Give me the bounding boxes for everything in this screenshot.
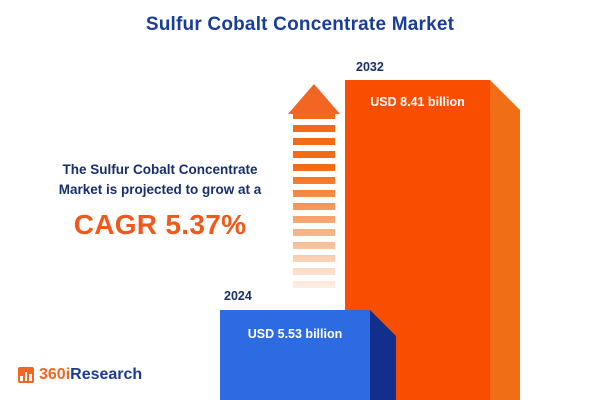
growth-description-line2: Market is projected to grow at a	[58, 181, 262, 197]
growth-description: The Sulfur Cobalt Concentrate Market is …	[32, 160, 288, 246]
value-label-2032: USD 8.41 billion	[370, 95, 465, 109]
value-label-2024: USD 5.53 billion	[247, 327, 343, 341]
bar-2032-side	[490, 80, 520, 400]
growth-description-line1: The Sulfur Cobalt Concentrate	[62, 162, 258, 177]
bar-2024	[220, 310, 396, 400]
logo-text: 360iResearch	[39, 367, 142, 383]
logo-text-suffix: Research	[70, 366, 143, 383]
growth-arrow-shaft	[293, 112, 335, 292]
logo-text-prefix: 360i	[39, 366, 71, 383]
bar-2024-side	[370, 310, 396, 400]
page-title: Sulfur Cobalt Concentrate Market	[145, 14, 455, 35]
logo: 360iResearch	[18, 367, 142, 383]
cagr-text: CAGR 5.37%	[73, 209, 247, 241]
year-label-2024: 2024	[224, 289, 252, 303]
bar-2024-front	[220, 310, 370, 400]
logo-bar-chart-icon	[18, 367, 34, 383]
year-label-2032: 2032	[356, 60, 384, 74]
up-arrow-icon	[288, 84, 340, 114]
